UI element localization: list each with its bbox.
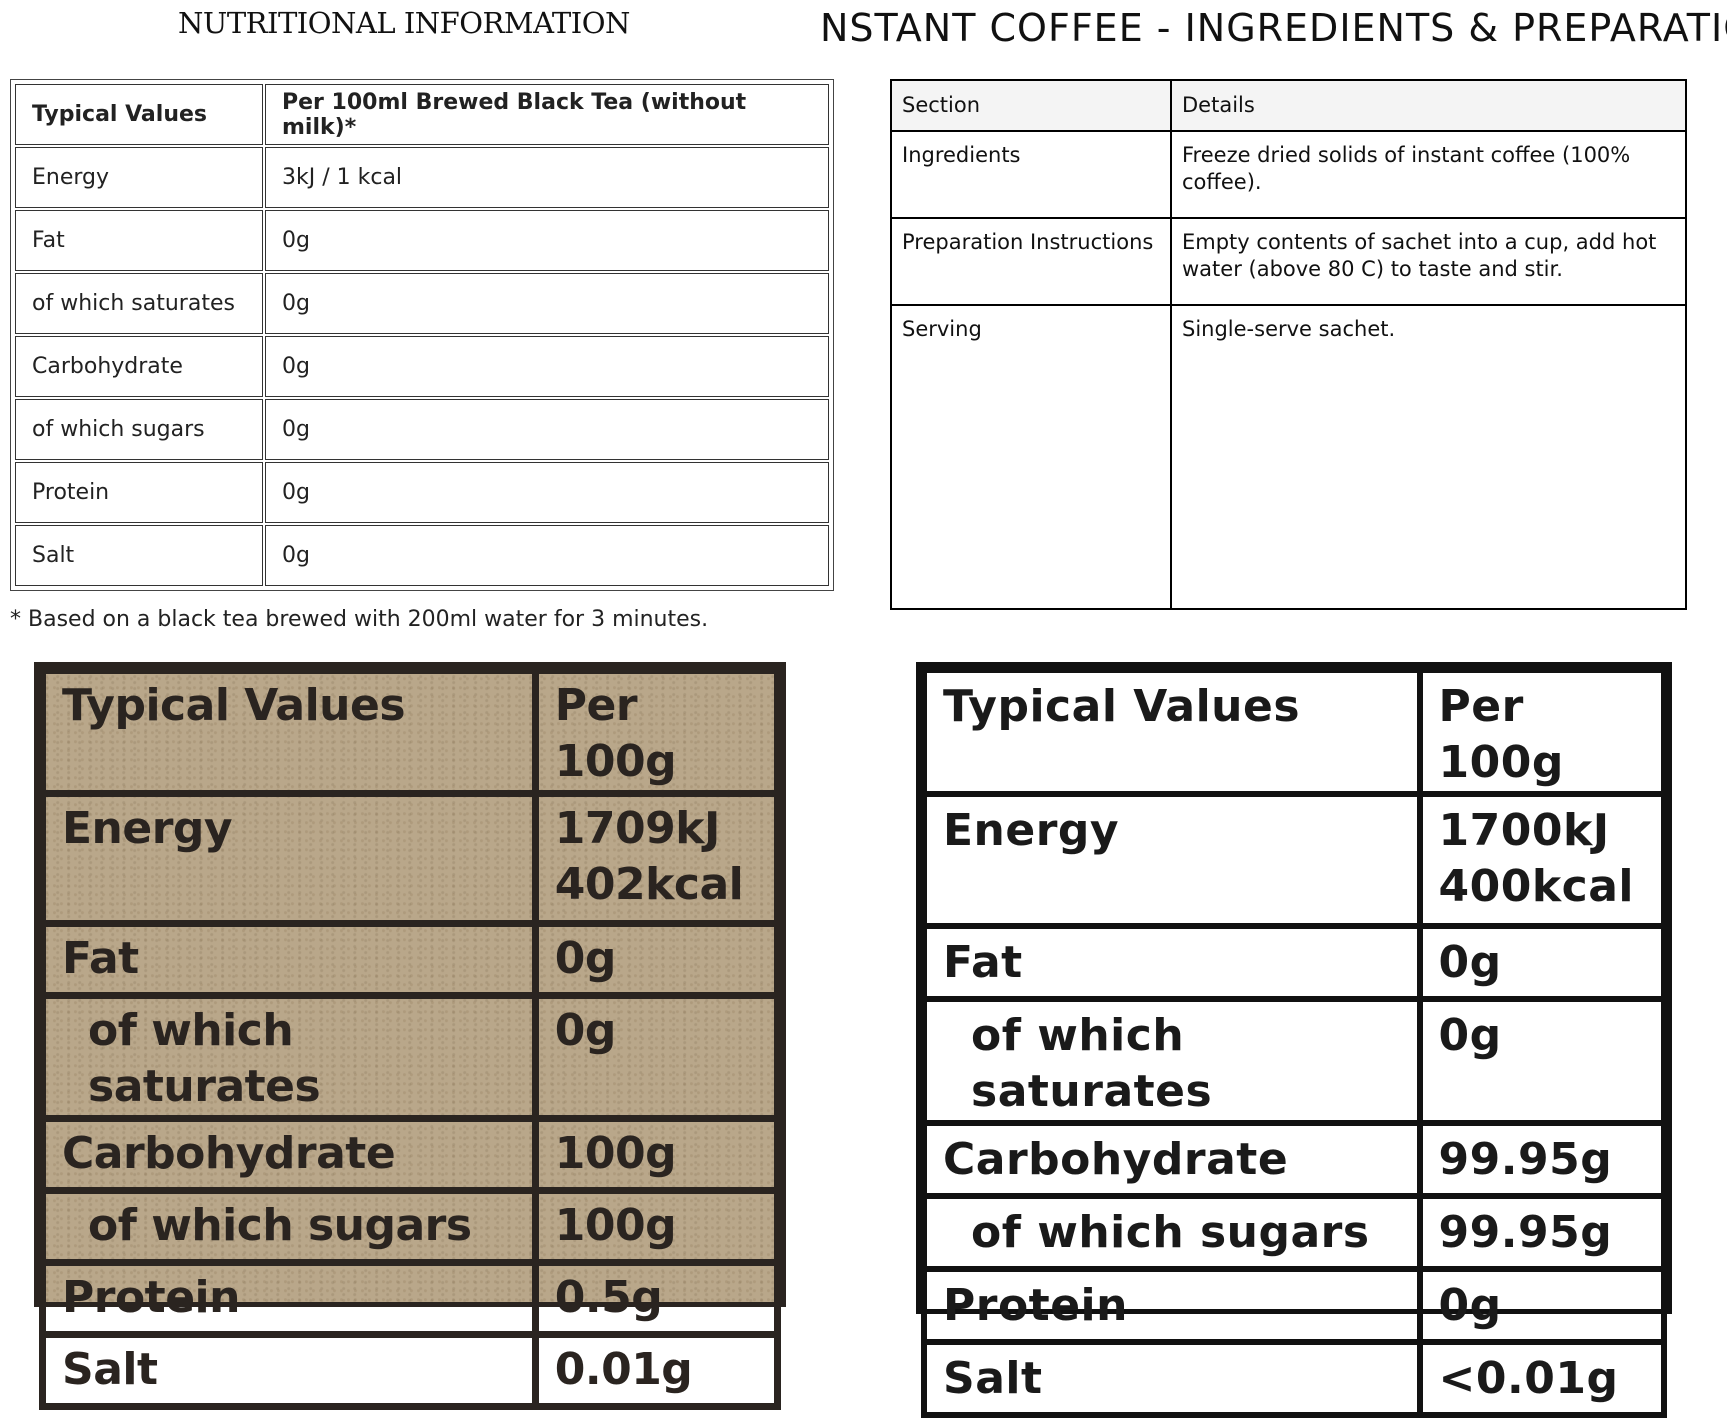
header-cell: Per 100g — [1416, 667, 1668, 797]
section-label: Ingredients — [890, 130, 1172, 219]
nutrient-label: Energy — [15, 147, 263, 208]
table-row: Ingredients Freeze dried solids of insta… — [890, 130, 1687, 219]
header-cell: Per 100ml Brewed Black Tea (without milk… — [265, 84, 829, 145]
energy-kcal: 402kcal — [554, 859, 744, 910]
table-row: of which sugars 99.95g — [921, 1193, 1668, 1272]
nutrient-value: 99.95g — [1416, 1120, 1668, 1199]
header-cell: Section — [890, 79, 1172, 132]
table-row: of which saturates 0g — [15, 273, 829, 334]
nutrient-label: of which sugars — [921, 1193, 1423, 1272]
nutrient-label: Fat — [39, 920, 539, 999]
tea-nutrition-table: Typical Values Per 100ml Brewed Black Te… — [13, 82, 831, 588]
nutrient-label: Carbohydrate — [15, 336, 263, 397]
nutrient-label: Protein — [39, 1259, 539, 1338]
table-row: Fat 0g — [15, 210, 829, 271]
nutrient-value: 0g — [265, 210, 829, 271]
nutrient-label: Energy — [39, 790, 539, 927]
table-header-row: Typical Values Per 100g — [39, 667, 782, 797]
nutrient-value: 100g — [531, 1187, 782, 1266]
nutrient-label: Carbohydrate — [39, 1115, 539, 1194]
nutrient-label: Salt — [39, 1331, 539, 1410]
table-row: Carbohydrate 0g — [15, 336, 829, 397]
table-row: Preparation Instructions Empty contents … — [890, 217, 1687, 306]
table-row: Protein 0.5g — [39, 1259, 782, 1338]
nutrient-value: 0g — [1416, 996, 1668, 1126]
tea-nutrition-table-frame: Typical Values Per 100ml Brewed Black Te… — [10, 79, 834, 591]
table-header-row: Typical Values Per 100ml Brewed Black Te… — [15, 84, 829, 145]
table-row: Protein 0g — [921, 1266, 1668, 1345]
nutrient-label: Fat — [15, 210, 263, 271]
header-cell: Typical Values — [39, 667, 539, 797]
nutrient-value: <0.01g — [1416, 1339, 1668, 1418]
table-row: Carbohydrate 100g — [39, 1115, 782, 1194]
kraft-nutrition-table: Typical Values Per 100g Energy 1709kJ 40… — [39, 667, 782, 1410]
header-cell: Typical Values — [15, 84, 263, 145]
table-row: of which sugars 0g — [15, 399, 829, 460]
section-details: Empty contents of sachet into a cup, add… — [1170, 217, 1687, 306]
energy-value: 1700kJ 400kcal — [1416, 791, 1668, 929]
energy-kj: 1709kJ — [554, 803, 721, 854]
coffee-title-text: NSTANT COFFEE - INGREDIENTS & PREPARATIO — [820, 6, 1727, 50]
white-nutrition-label: Typical Values Per 100g Energy 1700kJ 40… — [916, 662, 1672, 1418]
table-row: Carbohydrate 99.95g — [921, 1120, 1668, 1199]
nutrient-label: Energy — [921, 791, 1423, 929]
nutrient-label: Salt — [15, 525, 263, 586]
nutrient-label: Carbohydrate — [921, 1120, 1423, 1199]
nutrient-value: 0g — [1416, 923, 1668, 1002]
table-row: Fat 0g — [921, 923, 1668, 1002]
nutrient-label: Fat — [921, 923, 1423, 1002]
table-row: Salt <0.01g — [921, 1339, 1668, 1418]
header-cell: Details — [1170, 79, 1687, 132]
header-cell: Per 100g — [531, 667, 782, 797]
table-row: Serving Single-serve sachet. — [890, 304, 1687, 610]
header-cell: Typical Values — [921, 667, 1423, 797]
section-label: Serving — [890, 304, 1172, 610]
coffee-info-table: Section Details Ingredients Freeze dried… — [890, 79, 1687, 610]
nutrient-label: of which sugars — [39, 1187, 539, 1266]
coffee-title: NSTANT COFFEE - INGREDIENTS & PREPARATIO — [820, 6, 1727, 54]
table-row: Salt 0g — [15, 525, 829, 586]
nutrient-value: 3kJ / 1 kcal — [265, 147, 829, 208]
nutrient-value: 99.95g — [1416, 1193, 1668, 1272]
nutrient-value: 0.5g — [531, 1259, 782, 1338]
nutrient-label: Protein — [15, 462, 263, 523]
table-header-row: Section Details — [890, 79, 1687, 132]
table-row: Fat 0g — [39, 920, 782, 999]
section-details: Freeze dried solids of instant coffee (1… — [1170, 130, 1687, 219]
nutrient-value: 100g — [531, 1115, 782, 1194]
energy-kcal: 400kcal — [1438, 861, 1634, 912]
section-details: Single-serve sachet. — [1170, 304, 1687, 610]
nutrient-label: Salt — [921, 1339, 1423, 1418]
tea-footnote: * Based on a black tea brewed with 200ml… — [10, 607, 709, 632]
tea-title: NUTRITIONAL INFORMATION — [178, 6, 630, 40]
nutrient-value: 0g — [531, 920, 782, 999]
nutrient-label: of which saturates — [15, 273, 263, 334]
table-row: of which saturates 0g — [39, 992, 782, 1122]
nutrient-label: of which sugars — [15, 399, 263, 460]
nutrient-value: 0g — [265, 273, 829, 334]
table-row: of which sugars 100g — [39, 1187, 782, 1266]
table-row: Energy 3kJ / 1 kcal — [15, 147, 829, 208]
section-label: Preparation Instructions — [890, 217, 1172, 306]
table-row: Protein 0g — [15, 462, 829, 523]
nutrient-label: of which saturates — [39, 992, 539, 1122]
nutrient-value: 0g — [265, 336, 829, 397]
nutrient-value: 0g — [265, 462, 829, 523]
nutrient-value: 0g — [1416, 1266, 1668, 1345]
table-header-row: Typical Values Per 100g — [921, 667, 1668, 797]
nutrient-value: 0g — [531, 992, 782, 1122]
table-row: Energy 1709kJ 402kcal — [39, 790, 782, 927]
table-row: Energy 1700kJ 400kcal — [921, 791, 1668, 929]
table-row: Salt 0.01g — [39, 1331, 782, 1410]
energy-value: 1709kJ 402kcal — [531, 790, 782, 927]
white-nutrition-table: Typical Values Per 100g Energy 1700kJ 40… — [921, 667, 1668, 1418]
table-row: of which saturates 0g — [921, 996, 1668, 1126]
nutrient-value: 0g — [265, 525, 829, 586]
energy-kj: 1700kJ — [1438, 805, 1610, 856]
nutrient-value: 0.01g — [531, 1331, 782, 1410]
nutrient-value: 0g — [265, 399, 829, 460]
nutrient-label: Protein — [921, 1266, 1423, 1345]
nutrient-label: of which saturates — [921, 996, 1423, 1126]
kraft-nutrition-label: Typical Values Per 100g Energy 1709kJ 40… — [34, 662, 786, 1410]
